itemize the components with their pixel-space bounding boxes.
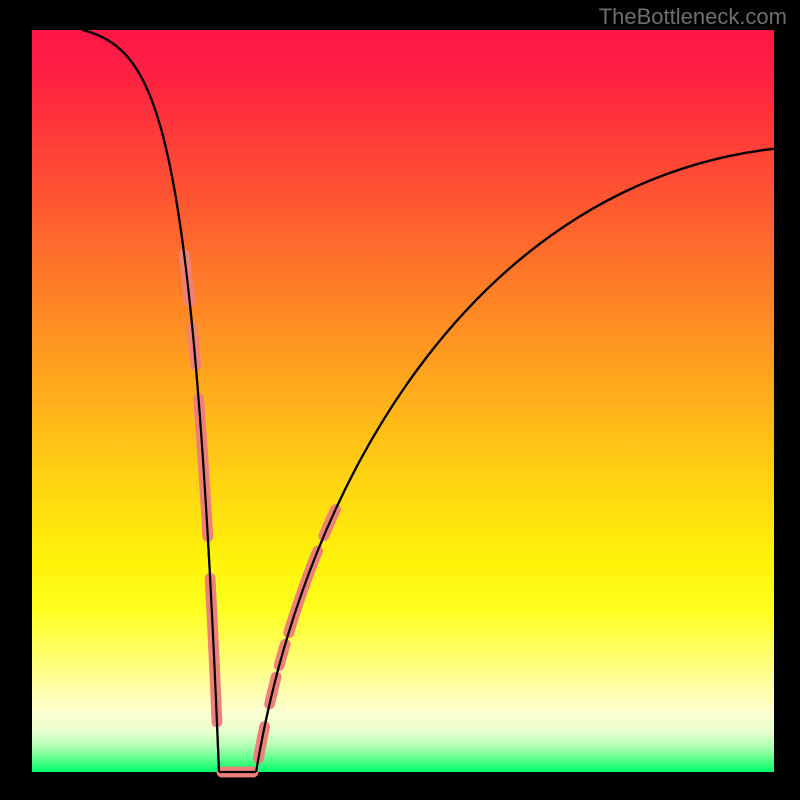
chart-plot-area: [32, 30, 774, 772]
outer-frame: TheBottleneck.com: [0, 0, 800, 800]
watermark-text: TheBottleneck.com: [599, 4, 787, 30]
